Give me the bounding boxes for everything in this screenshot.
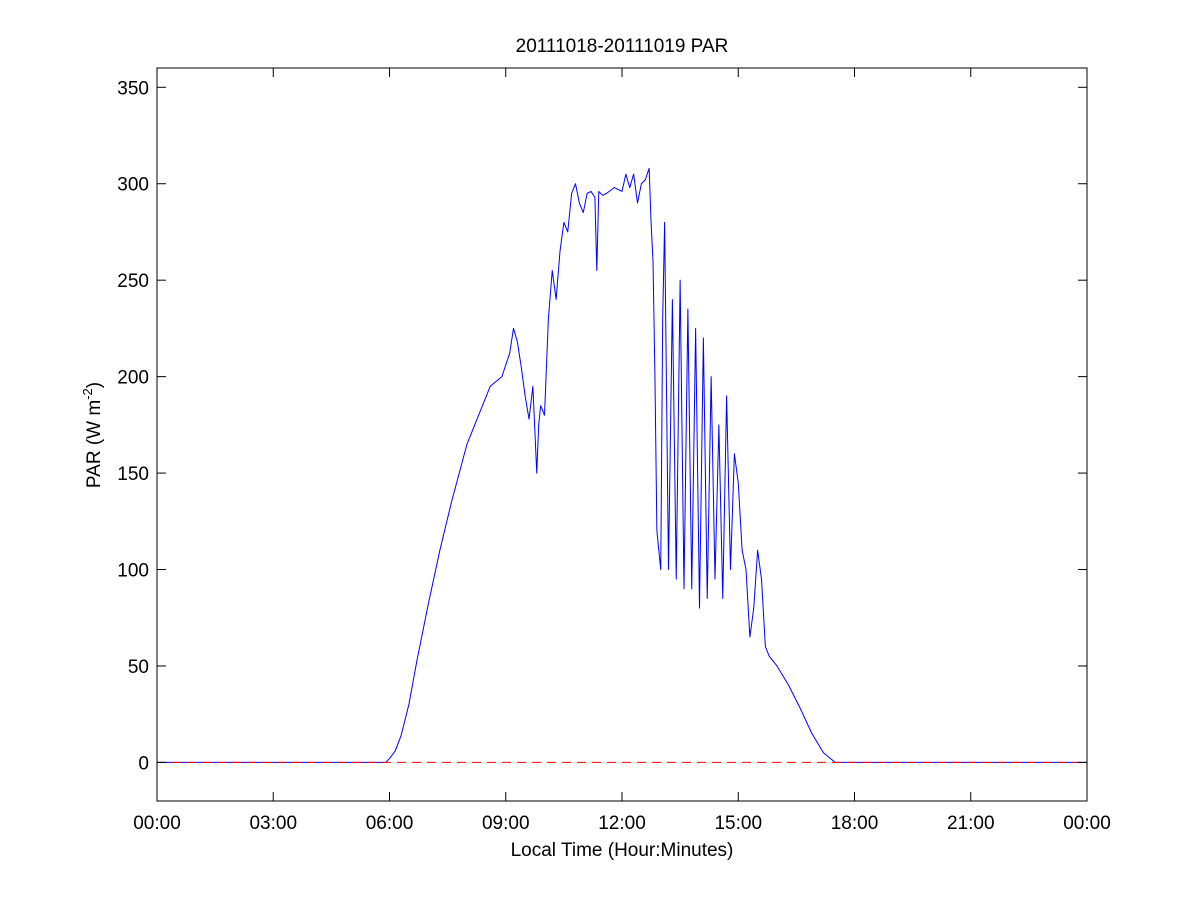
y-tick-label: 0 [138, 753, 149, 774]
x-tick-label: 15:00 [714, 813, 762, 834]
x-tick-label: 06:00 [366, 813, 414, 834]
x-tick-label: 00:00 [1063, 813, 1111, 834]
y-tick-label: 200 [117, 368, 149, 389]
x-tick-label: 21:00 [947, 813, 995, 834]
chart-title: 20111018-20111019 PAR [516, 36, 729, 57]
y-axis-label: PAR (W m-2) [80, 382, 105, 488]
y-tick-label: 50 [128, 657, 149, 678]
y-tick-label: 150 [117, 464, 149, 485]
x-tick-label: 09:00 [482, 813, 530, 834]
y-tick-label: 300 [117, 175, 149, 196]
y-axis-label-superscript: -2 [80, 388, 95, 400]
y-axis-label-close: ) [84, 382, 105, 388]
x-tick-label: 12:00 [598, 813, 646, 834]
x-tick-label: 00:00 [133, 813, 181, 834]
y-tick-label: 350 [117, 78, 149, 99]
y-axis-label-main: PAR (W m [84, 400, 105, 488]
x-tick-label: 03:00 [249, 813, 297, 834]
plot-area [157, 68, 1087, 801]
plot-frame [156, 67, 1088, 802]
ticks-group: 00:00 03:00 06:00 09:00 12:00 15:00 18:00 21:00… [117, 68, 1111, 834]
y-tick-label: 250 [117, 271, 149, 292]
par-series-line [157, 167, 1087, 763]
y-tick-label: 100 [117, 561, 149, 582]
x-axis-label: Local Time (Hour:Minutes) [511, 840, 734, 861]
series-group [157, 167, 1087, 763]
x-tick-label: 18:00 [831, 813, 879, 834]
